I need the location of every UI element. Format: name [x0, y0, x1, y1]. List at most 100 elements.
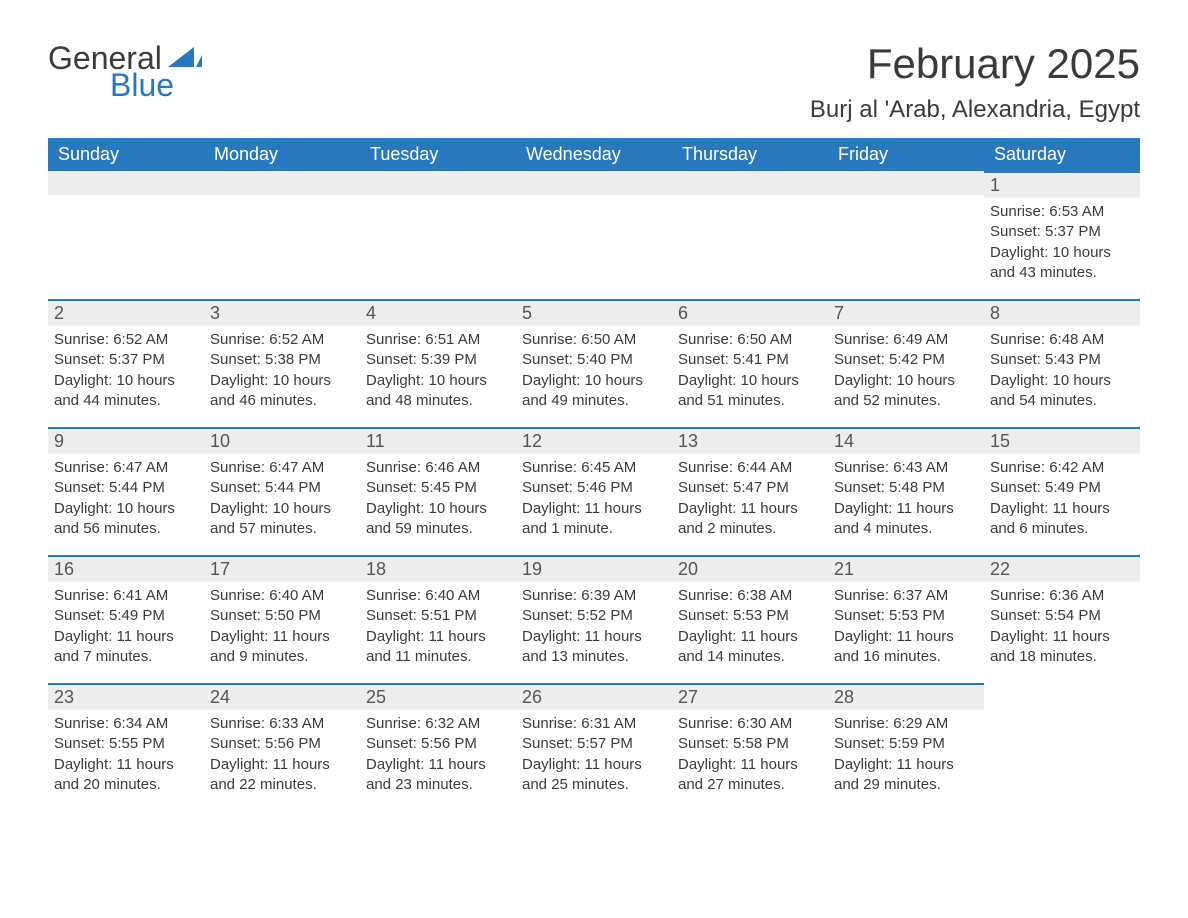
day-number: 15 — [984, 427, 1140, 454]
empty-day-header — [672, 171, 828, 195]
day-sunset: Sunset: 5:53 PM — [834, 606, 978, 626]
day-sunset: Sunset: 5:47 PM — [678, 478, 822, 498]
day-sunset: Sunset: 5:55 PM — [54, 734, 198, 754]
day-sunset: Sunset: 5:58 PM — [678, 734, 822, 754]
day-body: Sunrise: 6:39 AMSunset: 5:52 PMDaylight:… — [516, 582, 672, 673]
day-number: 8 — [984, 299, 1140, 326]
day-sunrise: Sunrise: 6:40 AM — [210, 586, 354, 606]
day-sunset: Sunset: 5:49 PM — [54, 606, 198, 626]
day-sunrise: Sunrise: 6:33 AM — [210, 714, 354, 734]
day-body: Sunrise: 6:40 AMSunset: 5:50 PMDaylight:… — [204, 582, 360, 673]
day-sunrise: Sunrise: 6:46 AM — [366, 458, 510, 478]
day-number: 2 — [48, 299, 204, 326]
day-sunrise: Sunrise: 6:42 AM — [990, 458, 1134, 478]
title-block: February 2025 Burj al 'Arab, Alexandria,… — [810, 40, 1140, 138]
calendar-cell: 7Sunrise: 6:49 AMSunset: 5:42 PMDaylight… — [828, 299, 984, 427]
day-sunset: Sunset: 5:39 PM — [366, 350, 510, 370]
day-sunset: Sunset: 5:37 PM — [990, 222, 1134, 242]
day-daylight: Daylight: 11 hours and 4 minutes. — [834, 499, 978, 540]
day-body: Sunrise: 6:46 AMSunset: 5:45 PMDaylight:… — [360, 454, 516, 545]
calendar-cell: 15 Sunrise: 6:42 AMSunset: 5:49 PMDayligh… — [984, 427, 1140, 555]
weekday-header-row: Sunday Monday Tuesday Wednesday Thursday… — [48, 138, 1140, 171]
day-sunset: Sunset: 5:54 PM — [990, 606, 1134, 626]
day-body: Sunrise: 6:47 AMSunset: 5:44 PMDaylight:… — [204, 454, 360, 545]
day-number: 7 — [828, 299, 984, 326]
day-body: Sunrise: 6:30 AMSunset: 5:58 PMDaylight:… — [672, 710, 828, 801]
day-sunrise: Sunrise: 6:31 AM — [522, 714, 666, 734]
day-body: Sunrise: 6:33 AMSunset: 5:56 PMDaylight:… — [204, 710, 360, 801]
day-sunset: Sunset: 5:41 PM — [678, 350, 822, 370]
weekday-header: Wednesday — [516, 138, 672, 171]
day-body: Sunrise: 6:49 AMSunset: 5:42 PMDaylight:… — [828, 326, 984, 417]
day-sunset: Sunset: 5:49 PM — [990, 478, 1134, 498]
day-body: Sunrise: 6:31 AMSunset: 5:57 PMDaylight:… — [516, 710, 672, 801]
header: General Blue February 2025 Burj al 'Arab… — [48, 40, 1140, 138]
day-sunset: Sunset: 5:40 PM — [522, 350, 666, 370]
month-title: February 2025 — [810, 40, 1140, 88]
day-body: Sunrise: 6:50 AMSunset: 5:41 PMDaylight:… — [672, 326, 828, 417]
day-daylight: Daylight: 10 hours and 48 minutes. — [366, 371, 510, 412]
weekday-header: Thursday — [672, 138, 828, 171]
calendar-cell: 16Sunrise: 6:41 AMSunset: 5:49 PMDayligh… — [48, 555, 204, 683]
calendar-cell — [828, 171, 984, 299]
day-number: 21 — [828, 555, 984, 582]
day-sunrise: Sunrise: 6:29 AM — [834, 714, 978, 734]
calendar-cell — [360, 171, 516, 299]
calendar-cell: 4Sunrise: 6:51 AMSunset: 5:39 PMDaylight… — [360, 299, 516, 427]
day-daylight: Daylight: 11 hours and 20 minutes. — [54, 755, 198, 796]
calendar-cell — [48, 171, 204, 299]
calendar-week-row: 1Sunrise: 6:53 AMSunset: 5:37 PMDaylight… — [48, 171, 1140, 299]
empty-day-header — [828, 171, 984, 195]
day-body: Sunrise: 6:45 AMSunset: 5:46 PMDaylight:… — [516, 454, 672, 545]
day-number: 12 — [516, 427, 672, 454]
day-sunset: Sunset: 5:59 PM — [834, 734, 978, 754]
weekday-header: Tuesday — [360, 138, 516, 171]
day-sunset: Sunset: 5:56 PM — [366, 734, 510, 754]
calendar-cell — [672, 171, 828, 299]
day-sunrise: Sunrise: 6:40 AM — [366, 586, 510, 606]
day-daylight: Daylight: 10 hours and 43 minutes. — [990, 243, 1134, 284]
day-number: 9 — [48, 427, 204, 454]
day-sunset: Sunset: 5:38 PM — [210, 350, 354, 370]
day-sunrise: Sunrise: 6:34 AM — [54, 714, 198, 734]
day-daylight: Daylight: 11 hours and 7 minutes. — [54, 627, 198, 668]
day-sunrise: Sunrise: 6:43 AM — [834, 458, 978, 478]
empty-day-header — [516, 171, 672, 195]
day-daylight: Daylight: 11 hours and 18 minutes. — [990, 627, 1134, 668]
logo: General Blue — [48, 40, 202, 104]
day-sunrise: Sunrise: 6:45 AM — [522, 458, 666, 478]
weekday-header: Friday — [828, 138, 984, 171]
empty-day-header — [204, 171, 360, 195]
day-sunset: Sunset: 5:44 PM — [54, 478, 198, 498]
day-daylight: Daylight: 11 hours and 16 minutes. — [834, 627, 978, 668]
day-sunset: Sunset: 5:44 PM — [210, 478, 354, 498]
day-sunset: Sunset: 5:57 PM — [522, 734, 666, 754]
day-daylight: Daylight: 10 hours and 44 minutes. — [54, 371, 198, 412]
day-body: Sunrise: 6:40 AMSunset: 5:51 PMDaylight:… — [360, 582, 516, 673]
day-number: 16 — [48, 555, 204, 582]
day-daylight: Daylight: 11 hours and 6 minutes. — [990, 499, 1134, 540]
day-number: 27 — [672, 683, 828, 710]
calendar-week-row: 9Sunrise: 6:47 AMSunset: 5:44 PMDaylight… — [48, 427, 1140, 555]
calendar-table: Sunday Monday Tuesday Wednesday Thursday… — [48, 138, 1140, 811]
day-sunrise: Sunrise: 6:30 AM — [678, 714, 822, 734]
day-sunset: Sunset: 5:53 PM — [678, 606, 822, 626]
calendar-cell: 19Sunrise: 6:39 AMSunset: 5:52 PMDayligh… — [516, 555, 672, 683]
day-daylight: Daylight: 10 hours and 56 minutes. — [54, 499, 198, 540]
day-sunrise: Sunrise: 6:38 AM — [678, 586, 822, 606]
day-daylight: Daylight: 11 hours and 23 minutes. — [366, 755, 510, 796]
day-number: 23 — [48, 683, 204, 710]
day-number: 20 — [672, 555, 828, 582]
day-sunrise: Sunrise: 6:49 AM — [834, 330, 978, 350]
day-number: 1 — [984, 171, 1140, 198]
day-body: Sunrise: 6:34 AMSunset: 5:55 PMDaylight:… — [48, 710, 204, 801]
day-body: Sunrise: 6:53 AMSunset: 5:37 PMDaylight:… — [984, 198, 1140, 289]
day-body: Sunrise: 6:37 AMSunset: 5:53 PMDaylight:… — [828, 582, 984, 673]
day-body: Sunrise: 6:41 AMSunset: 5:49 PMDaylight:… — [48, 582, 204, 673]
calendar-cell: 22Sunrise: 6:36 AMSunset: 5:54 PMDayligh… — [984, 555, 1140, 683]
day-body: Sunrise: 6:51 AMSunset: 5:39 PMDaylight:… — [360, 326, 516, 417]
weekday-header: Sunday — [48, 138, 204, 171]
calendar-week-row: 23Sunrise: 6:34 AMSunset: 5:55 PMDayligh… — [48, 683, 1140, 811]
day-sunset: Sunset: 5:52 PM — [522, 606, 666, 626]
day-daylight: Daylight: 10 hours and 49 minutes. — [522, 371, 666, 412]
